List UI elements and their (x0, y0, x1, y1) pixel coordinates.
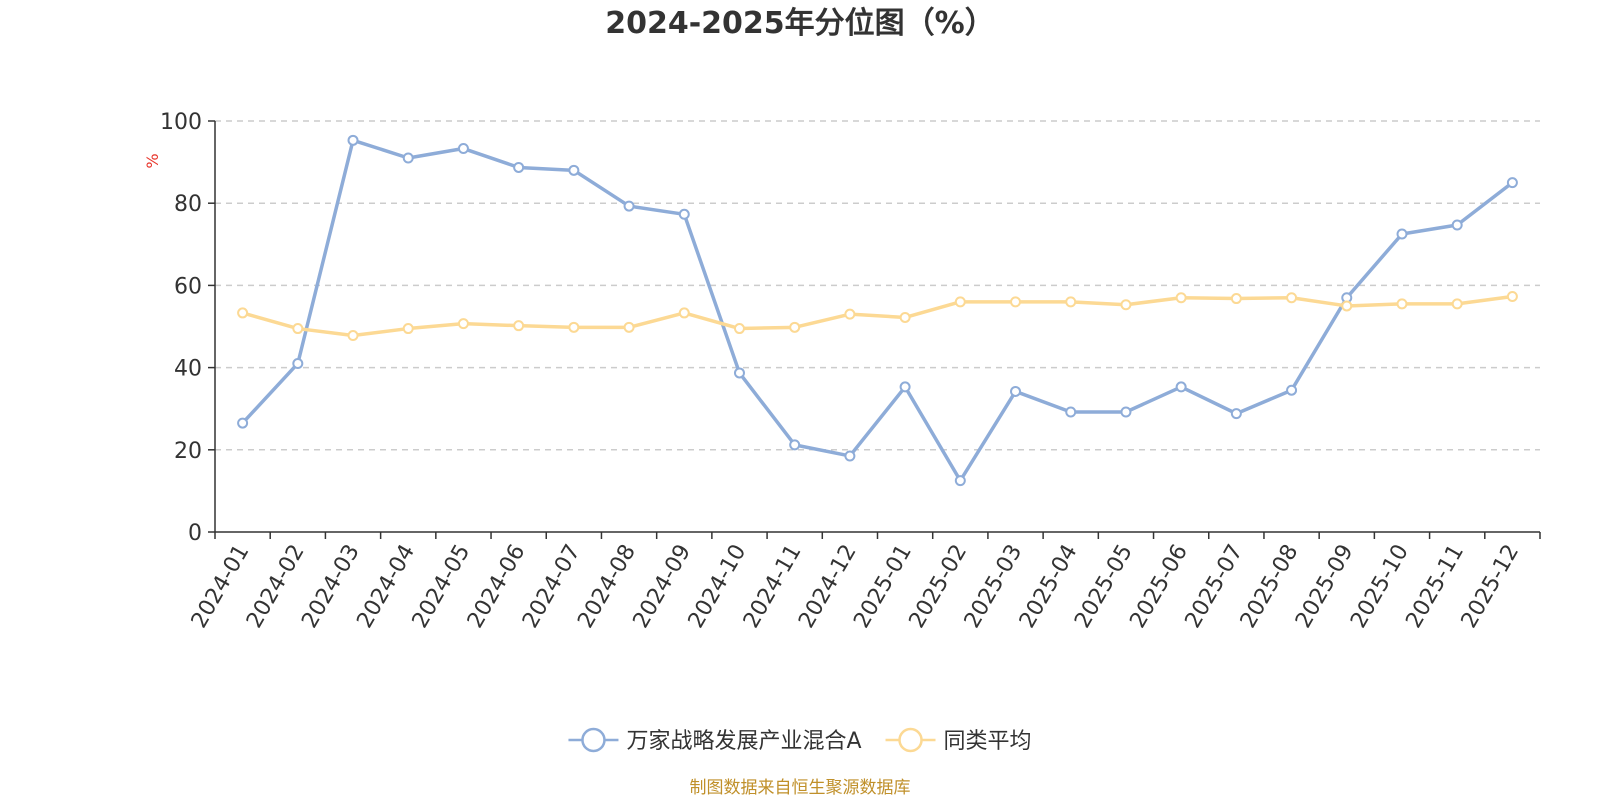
data-point[interactable] (1065, 296, 1077, 308)
data-point[interactable] (457, 318, 469, 330)
data-point[interactable] (1286, 384, 1298, 396)
legend[interactable]: 万家战略发展产业混合A 同类平均 (568, 727, 1032, 754)
data-point[interactable] (899, 381, 911, 393)
data-point[interactable] (1341, 300, 1353, 312)
data-point[interactable] (678, 208, 690, 220)
chart-title: 2024-2025年分位图（%） (605, 6, 995, 41)
data-point[interactable] (1010, 385, 1022, 397)
data-point[interactable] (1230, 293, 1242, 305)
data-point[interactable] (1286, 292, 1298, 304)
data-point[interactable] (292, 323, 304, 335)
series-line (240, 138, 1515, 483)
y-tick-label: 60 (174, 274, 202, 299)
data-point[interactable] (513, 320, 525, 332)
grid-lines (215, 120, 1540, 451)
data-point[interactable] (237, 307, 249, 319)
data-point[interactable] (1175, 381, 1187, 393)
series-line (240, 294, 1515, 338)
data-point[interactable] (1506, 177, 1518, 189)
data-point[interactable] (1120, 406, 1132, 418)
data-point[interactable] (568, 321, 580, 333)
data-point[interactable] (733, 323, 745, 335)
y-tick-label: 20 (174, 439, 202, 464)
data-point[interactable] (347, 330, 359, 342)
y-tick-label: 0 (188, 521, 202, 546)
data-point[interactable] (1120, 299, 1132, 311)
data-point[interactable] (1230, 408, 1242, 420)
axes: 0204060801002024-012024-022024-032024-04… (160, 110, 1541, 632)
series-1 (237, 134, 1518, 487)
data-point[interactable] (789, 321, 801, 333)
data-point[interactable] (1010, 296, 1022, 308)
series-lines (237, 134, 1518, 487)
data-point[interactable] (678, 307, 690, 319)
y-tick-label: 40 (174, 357, 202, 382)
y-tick-label: 100 (160, 110, 202, 135)
data-point[interactable] (1396, 228, 1408, 240)
data-point[interactable] (1451, 298, 1463, 310)
data-point[interactable] (568, 164, 580, 176)
series-2 (237, 290, 1518, 342)
data-point[interactable] (954, 475, 966, 487)
data-point[interactable] (623, 200, 635, 212)
data-point[interactable] (347, 134, 359, 146)
data-point[interactable] (402, 323, 414, 335)
data-point[interactable] (513, 161, 525, 173)
legend-circle-icon (898, 727, 923, 753)
data-point[interactable] (237, 417, 249, 429)
data-point[interactable] (1065, 406, 1077, 418)
data-point[interactable] (844, 450, 856, 462)
data-point[interactable] (733, 367, 745, 379)
data-point[interactable] (292, 357, 304, 369)
legend-circle-icon (581, 727, 606, 753)
data-point[interactable] (899, 311, 911, 323)
data-point[interactable] (844, 308, 856, 320)
data-point[interactable] (789, 439, 801, 451)
legend-item-1[interactable]: 万家战略发展产业混合A (568, 727, 862, 754)
data-point[interactable] (402, 152, 414, 164)
data-point[interactable] (623, 321, 635, 333)
data-point[interactable] (457, 143, 469, 155)
legend-label: 同类平均 (944, 729, 1032, 754)
data-point[interactable] (1396, 298, 1408, 310)
data-point[interactable] (954, 296, 966, 308)
y-axis-unit: % (143, 153, 162, 168)
legend-label: 万家战略发展产业混合A (626, 729, 861, 754)
y-tick-label: 80 (174, 192, 202, 217)
data-point[interactable] (1506, 290, 1518, 302)
data-point[interactable] (1451, 219, 1463, 231)
data-point[interactable] (1175, 292, 1187, 304)
data-source: 制图数据来自恒生聚源数据库 (690, 778, 911, 798)
legend-item-2[interactable]: 同类平均 (885, 727, 1032, 754)
